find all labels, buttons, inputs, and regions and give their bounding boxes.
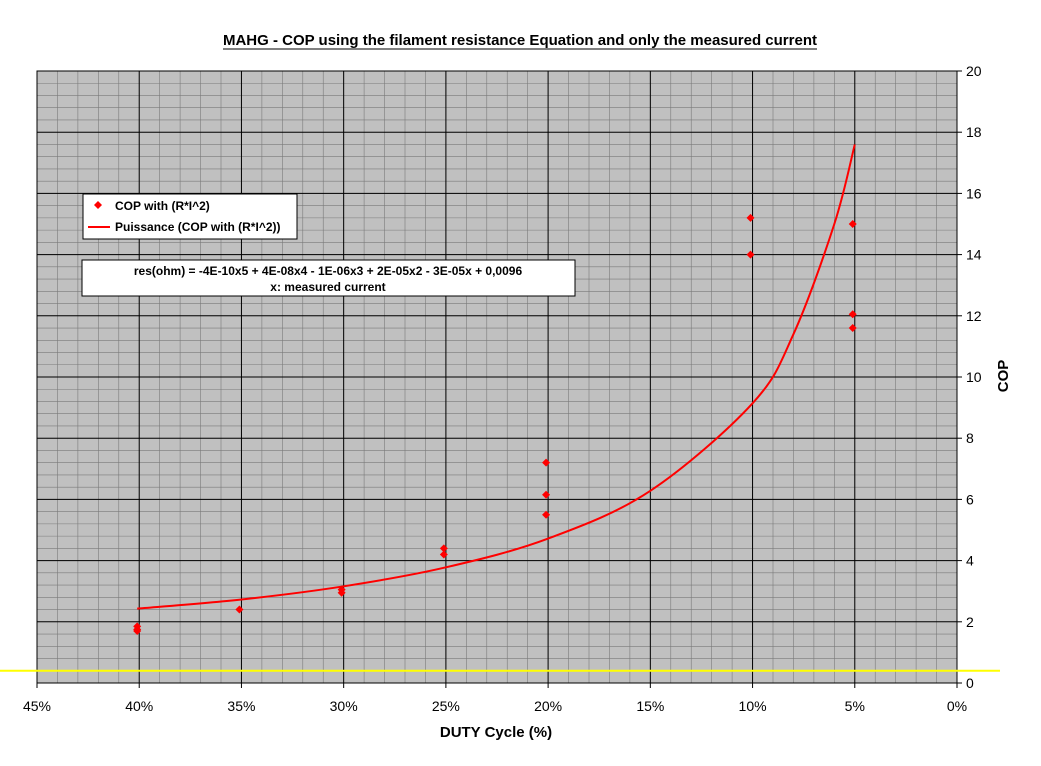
x-axis-title: DUTY Cycle (%) xyxy=(440,724,552,741)
data-point-marker xyxy=(439,550,448,559)
y-tick-label: 6 xyxy=(966,491,974,507)
data-point-marker xyxy=(337,588,346,597)
legend-box xyxy=(82,193,298,240)
data-point-marker xyxy=(848,220,857,228)
y-tick-label: 0 xyxy=(966,675,974,691)
data-point-marker xyxy=(439,544,448,553)
x-tick-label: 15% xyxy=(636,698,664,714)
equation-note: res(ohm) = -4E-10x5 + 4E-08x4 - 1E-06x3 … xyxy=(81,259,576,297)
x-tick-label: 25% xyxy=(432,698,460,714)
y-tick-label: 12 xyxy=(966,308,982,324)
y-axis-title: COP xyxy=(995,360,1012,393)
y-tick-label: 14 xyxy=(966,247,982,263)
data-point-marker xyxy=(746,250,755,259)
y-tick-label: 18 xyxy=(966,124,982,140)
data-point-marker xyxy=(235,605,244,614)
equation-note-box xyxy=(81,259,576,297)
x-tick-label: 20% xyxy=(534,698,562,714)
x-tick-label: 45% xyxy=(23,698,51,714)
x-tick-label: 0% xyxy=(947,698,967,714)
data-point-marker xyxy=(746,213,755,222)
y-tick-label: 16 xyxy=(966,185,982,201)
x-tick-label: 30% xyxy=(330,698,358,714)
legend-label-cop: COP with (R*I^2) xyxy=(115,199,210,213)
y-tick-label: 10 xyxy=(966,369,982,385)
data-point-marker xyxy=(848,324,857,333)
y-tick-label: 8 xyxy=(966,430,974,446)
equation-note-line-1: res(ohm) = -4E-10x5 + 4E-08x4 - 1E-06x3 … xyxy=(134,264,523,278)
y-tick-label: 4 xyxy=(966,553,974,569)
x-tick-label: 35% xyxy=(227,698,255,714)
plot-area: 0% 5% 10% 15% 20% 25% 30% 35% 40% 45% 0 2 4 6 8 10 12 14 1… xyxy=(0,63,1000,714)
data-point-marker xyxy=(133,626,142,635)
chart-title: MAHG - COP using the filament resistance… xyxy=(223,32,817,49)
data-point-marker xyxy=(542,510,551,519)
y-tick-label: 20 xyxy=(966,63,982,79)
x-tick-label: 10% xyxy=(739,698,767,714)
legend-label-trend: Puissance (COP with (R*I^2)) xyxy=(115,220,281,234)
y-tick-label: 2 xyxy=(966,614,974,630)
data-point-marker xyxy=(542,490,551,499)
legend: COP with (R*I^2) Puissance (COP with (R*… xyxy=(82,193,298,240)
data-point-marker xyxy=(542,458,551,467)
legend-marker-diamond xyxy=(94,201,102,209)
data-point-marker xyxy=(848,310,857,319)
x-tick-label: 40% xyxy=(125,698,153,714)
trendline-series xyxy=(137,144,856,610)
x-tick-label: 5% xyxy=(845,698,865,714)
equation-note-line-2: x: measured current xyxy=(270,280,385,294)
